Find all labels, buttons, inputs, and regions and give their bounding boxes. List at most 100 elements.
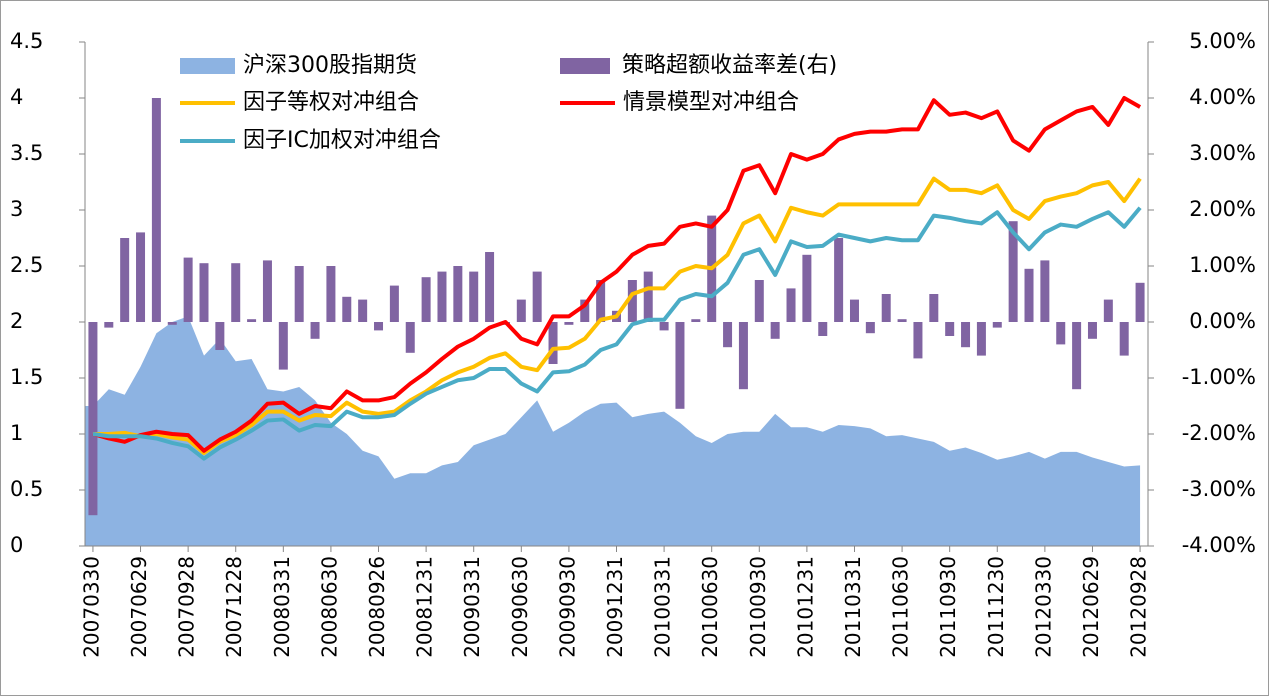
- bar: [342, 296, 352, 322]
- bar: [199, 263, 209, 322]
- x-tick-label: 20070330: [79, 556, 103, 658]
- bar: [278, 322, 288, 370]
- y-tick-label: 0.5: [10, 477, 43, 501]
- bar: [532, 271, 542, 322]
- bar: [405, 322, 415, 353]
- x-tick-label: 20120629: [1079, 556, 1103, 658]
- bar: [421, 277, 431, 322]
- bar: [849, 299, 859, 322]
- bar: [247, 319, 257, 322]
- x-tick-label: 20111230: [984, 556, 1008, 658]
- bar: [596, 280, 606, 322]
- y2-tick-label: -4.00%: [1182, 533, 1256, 557]
- line: [92, 96, 1142, 453]
- x-tick-label: 20070928: [175, 556, 199, 658]
- bar: [659, 322, 669, 331]
- bar: [770, 322, 780, 339]
- bar: [516, 299, 526, 322]
- legend-label: 因子IC加权对冲组合: [243, 128, 441, 153]
- bar: [151, 98, 161, 322]
- y-tick-label: 3.5: [10, 141, 43, 165]
- bar: [913, 322, 923, 359]
- bar: [358, 299, 368, 322]
- bar: [1040, 260, 1050, 322]
- y2-tick-label: 4.00%: [1189, 85, 1256, 109]
- y-tick-label: 2.5: [10, 253, 43, 277]
- x-tick-label: 20100331: [651, 556, 675, 658]
- bar: [485, 252, 495, 322]
- bar: [723, 322, 733, 348]
- x-tick-label: 20110930: [936, 556, 960, 658]
- bar: [374, 322, 384, 331]
- x-tick-label: 20091231: [603, 556, 627, 658]
- x-tick-label: 20110630: [889, 556, 913, 658]
- legend-label: 因子等权对冲组合: [243, 90, 419, 115]
- bar: [262, 260, 272, 322]
- bar: [104, 322, 114, 328]
- y2-tick-label: 5.00%: [1189, 29, 1256, 53]
- bar: [897, 319, 907, 322]
- bar: [215, 322, 225, 350]
- bar: [548, 322, 558, 364]
- x-tick-label: 20090331: [460, 556, 484, 658]
- bar: [834, 238, 844, 322]
- legend-label: 沪深300股指期货: [243, 53, 417, 78]
- bar: [1087, 322, 1097, 339]
- x-tick-label: 20110331: [841, 556, 865, 658]
- bar: [326, 266, 336, 322]
- x-tick-label: 20120330: [1031, 556, 1055, 658]
- y2-tick-label: 0.00%: [1189, 309, 1256, 333]
- x-tick-label: 20100930: [746, 556, 770, 658]
- bar: [453, 266, 463, 322]
- bar: [1056, 322, 1066, 345]
- bar: [469, 271, 479, 322]
- bar: [310, 322, 320, 339]
- bar: [691, 319, 701, 322]
- line: [92, 206, 1142, 461]
- y-tick-label: 3: [10, 197, 23, 221]
- bar: [294, 266, 304, 322]
- bar: [1103, 299, 1113, 322]
- x-tick-label: 20090630: [508, 556, 532, 658]
- bar: [976, 322, 986, 356]
- x-tick-label: 20090930: [555, 556, 579, 658]
- bar: [1135, 282, 1145, 322]
- bar: [437, 271, 447, 322]
- y-tick-label: 4: [10, 85, 23, 109]
- x-tick-label: 20070629: [127, 556, 151, 658]
- y-tick-label: 0: [10, 533, 23, 557]
- bar: [136, 232, 146, 322]
- bar: [580, 299, 590, 322]
- bar: [627, 280, 637, 322]
- bar: [802, 254, 812, 322]
- bar: [992, 322, 1002, 328]
- bar: [120, 238, 130, 322]
- bar: [675, 322, 685, 409]
- y2-tick-label: 1.00%: [1189, 253, 1256, 277]
- x-tick-label: 20081231: [413, 556, 437, 658]
- bar: [865, 322, 875, 334]
- bar: [88, 322, 98, 516]
- y2-tick-label: 2.00%: [1189, 197, 1256, 221]
- x-tick-label: 20071228: [222, 556, 246, 658]
- legend-swatch: [180, 58, 235, 74]
- bar: [754, 280, 764, 322]
- bar: [738, 322, 748, 390]
- x-tick-label: 20080331: [270, 556, 294, 658]
- x-tick-label: 20101231: [793, 556, 817, 658]
- x-tick-label: 20080630: [317, 556, 341, 658]
- bar: [564, 322, 574, 325]
- bar: [818, 322, 828, 336]
- bar: [1024, 268, 1034, 322]
- legend-label: 策略超额收益率差(右): [622, 53, 837, 78]
- x-tick-label: 20100630: [698, 556, 722, 658]
- legend-swatch: [560, 58, 610, 74]
- y-tick-label: 1.5: [10, 365, 43, 389]
- line: [92, 176, 1142, 456]
- bar: [961, 322, 971, 348]
- y-tick-label: 1: [10, 421, 23, 445]
- y-tick-label: 4.5: [10, 29, 43, 53]
- y-tick-label: 2: [10, 309, 23, 333]
- y2-tick-label: -1.00%: [1182, 365, 1256, 389]
